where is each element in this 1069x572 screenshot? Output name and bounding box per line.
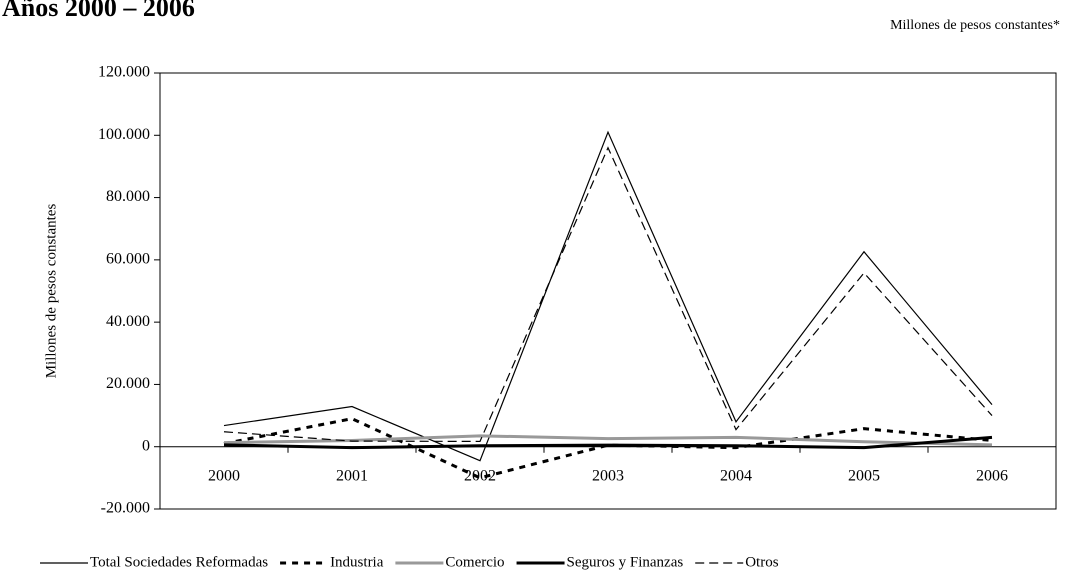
- series-line: [223, 417, 993, 480]
- x-tick-label: 2001: [336, 467, 368, 484]
- y-tick-label: 20.000: [106, 375, 150, 392]
- legend-label: Otros: [745, 554, 778, 570]
- y-tick-label: 100.000: [98, 126, 150, 143]
- x-tick-label: 2002: [464, 467, 496, 484]
- x-tick-label: 2005: [848, 467, 880, 484]
- chart-subtitle: Millones de pesos constantes*: [890, 18, 1060, 33]
- y-tick-label: 80.000: [106, 188, 150, 205]
- y-axis-label: Millones de pesos constantes: [43, 204, 59, 379]
- x-tick-label: 2004: [720, 467, 752, 484]
- series-line: [223, 146, 993, 443]
- y-tick-label: 60.000: [106, 251, 150, 268]
- series-line: [223, 435, 993, 450]
- legend-label: Comercio: [445, 554, 504, 570]
- chart-title: Años 2000 – 2006: [2, 0, 195, 22]
- y-tick-label: 40.000: [106, 313, 150, 330]
- series-line: [223, 130, 993, 462]
- x-tick-label: 2003: [592, 467, 624, 484]
- legend-label: Total Sociedades Reformadas: [90, 554, 268, 570]
- legend-label: Industria: [330, 554, 384, 570]
- y-tick-label: 120.000: [98, 64, 150, 81]
- y-tick-label: -20.000: [101, 500, 150, 517]
- x-tick-label: 2000: [208, 467, 240, 484]
- series-line: [223, 434, 993, 447]
- legend-label: Seguros y Finanzas: [567, 554, 684, 570]
- y-tick-label: 0: [142, 437, 150, 454]
- x-tick-label: 2006: [976, 467, 1008, 484]
- plot-frame: [159, 72, 1057, 510]
